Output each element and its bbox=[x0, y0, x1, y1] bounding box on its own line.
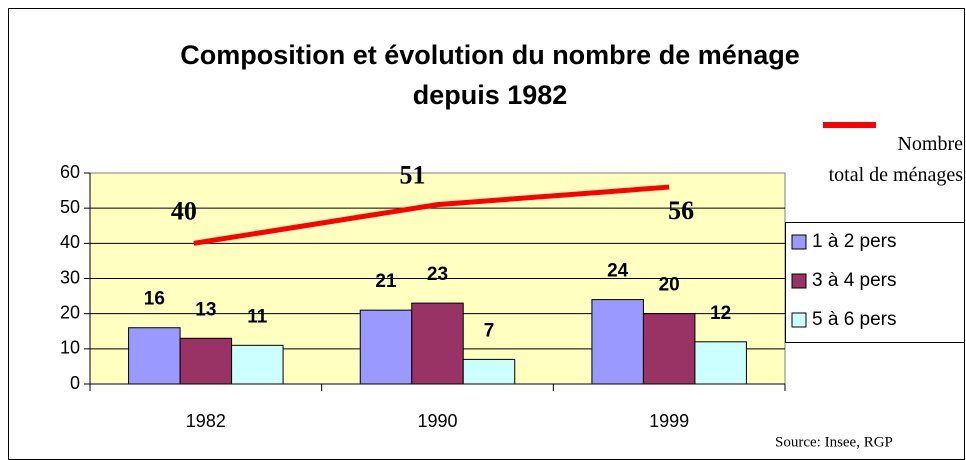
source: Source: Insee, RGP bbox=[775, 434, 893, 450]
bar-label: 23 bbox=[427, 264, 448, 285]
legend-swatch bbox=[791, 234, 807, 250]
bar bbox=[231, 344, 284, 385]
line-label: 40 bbox=[171, 196, 197, 225]
bar bbox=[179, 337, 233, 385]
bar bbox=[642, 313, 696, 385]
y-tick-label: 10 bbox=[60, 338, 80, 358]
bar-label: 7 bbox=[484, 320, 495, 341]
chart-title: Composition et évolution du nombre de mé… bbox=[180, 40, 800, 70]
bar-label: 21 bbox=[375, 271, 397, 292]
bar bbox=[128, 327, 181, 385]
y-tick-label: 20 bbox=[60, 302, 80, 322]
bar bbox=[591, 299, 644, 385]
x-tick-label: 1982 bbox=[186, 411, 226, 431]
legend-label: Nombre total de ménages bbox=[829, 133, 964, 186]
y-tick-label: 50 bbox=[60, 197, 80, 217]
bar bbox=[411, 302, 464, 385]
legend-swatch bbox=[791, 312, 807, 328]
line-label: 51 bbox=[400, 161, 426, 190]
x-tick-label: 1999 bbox=[649, 411, 689, 431]
bar bbox=[694, 341, 747, 385]
line-series bbox=[193, 184, 670, 246]
y-tick-label: 40 bbox=[60, 232, 80, 252]
bar-label: 12 bbox=[710, 303, 731, 324]
x-tick-label: 1990 bbox=[417, 411, 457, 431]
bar-label: 11 bbox=[247, 306, 268, 327]
legend-swatch bbox=[791, 273, 807, 289]
y-tick-label: 0 bbox=[70, 373, 80, 393]
legend-label: 3 à 4 pers bbox=[812, 270, 897, 291]
legend bbox=[785, 222, 965, 343]
legend-label: 5 à 6 pers bbox=[812, 309, 897, 330]
bar bbox=[359, 309, 413, 385]
y-tick-label: 60 bbox=[60, 162, 80, 182]
legend-label: 1 à 2 pers bbox=[812, 231, 897, 252]
y-tick-label: 30 bbox=[60, 267, 80, 287]
bar-label: 20 bbox=[659, 275, 680, 296]
line-label: 56 bbox=[668, 196, 694, 225]
chart-title: depuis 1982 bbox=[413, 80, 568, 110]
bar-label: 16 bbox=[144, 289, 165, 310]
bar-label: 24 bbox=[607, 261, 629, 282]
bar bbox=[462, 358, 516, 385]
bar-label: 13 bbox=[195, 299, 216, 320]
